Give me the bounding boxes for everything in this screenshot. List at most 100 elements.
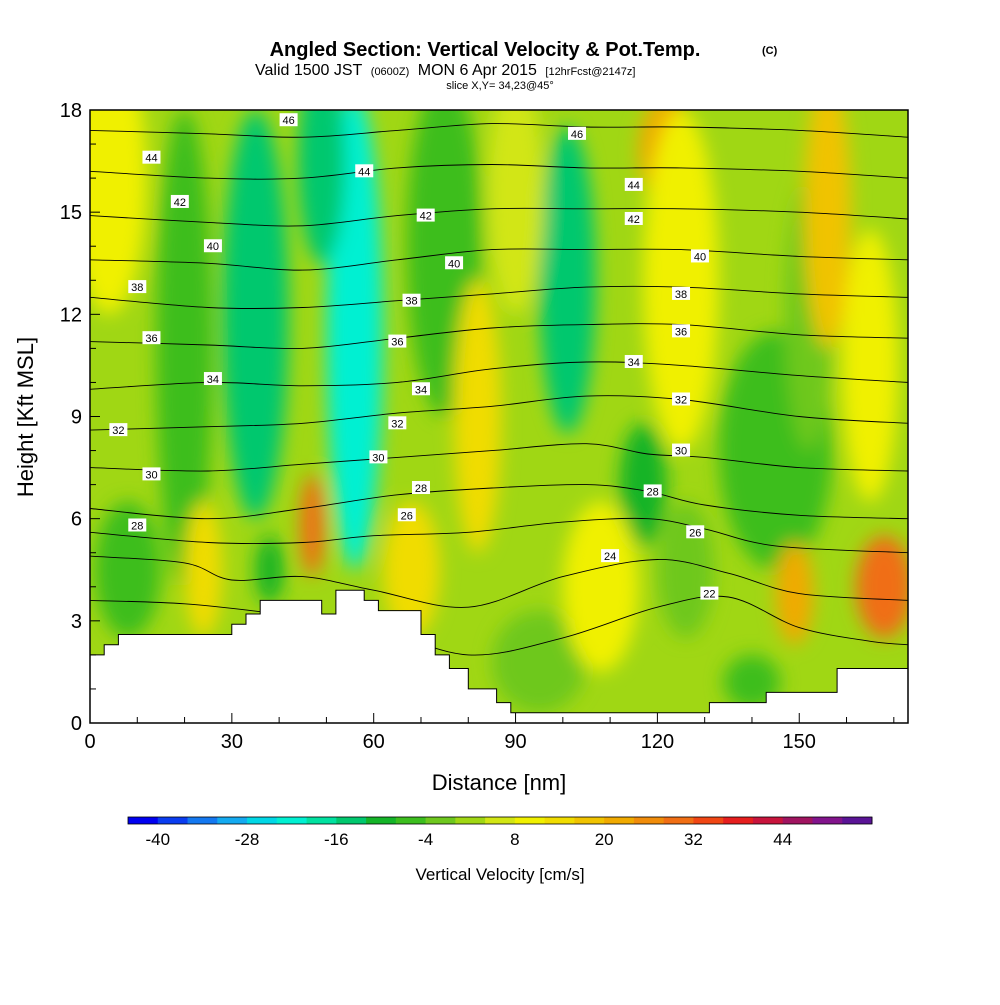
svg-text:32: 32: [675, 394, 687, 406]
velocity-cell-4: [539, 127, 596, 434]
colorbar-segment: [455, 817, 486, 824]
theta-contour-38: [90, 285, 908, 310]
colorbar-segment: [128, 817, 159, 824]
colorbar-segment: [306, 817, 337, 824]
contour-label-9: 40: [445, 256, 464, 270]
velocity-cell-13: [491, 610, 587, 713]
contour-label-23: 30: [142, 467, 161, 481]
svg-text:30: 30: [675, 446, 687, 458]
svg-text:42: 42: [420, 211, 432, 223]
colorbar-tick-label: 20: [595, 830, 614, 849]
svg-text:44: 44: [358, 166, 370, 178]
colorbar-segment: [604, 817, 635, 824]
y-tick-label: 18: [60, 100, 82, 122]
x-tick-label: 120: [641, 731, 674, 753]
colorbar-segment: [395, 817, 427, 824]
svg-text:28: 28: [415, 483, 427, 495]
velocity-cell-27: [487, 110, 544, 315]
velocity-cell-15: [300, 474, 325, 577]
svg-text:30: 30: [372, 452, 384, 464]
svg-text:30: 30: [145, 469, 157, 481]
contour-label-4: 44: [624, 177, 643, 192]
colorbar-segment: [693, 817, 724, 824]
x-axis-ticks: 0 30 60 90 120 150: [84, 713, 895, 753]
colorbar-segment: [752, 817, 784, 824]
colorbar-segment: [633, 817, 665, 824]
velocity-cell-19: [803, 110, 852, 349]
colorbar-segment: [157, 817, 189, 824]
velocity-cell-20: [184, 501, 223, 638]
colorbar-segment: [247, 817, 278, 824]
contour-label-3: 44: [355, 164, 374, 178]
theta-contour-34: [90, 361, 908, 390]
velocity-cell-17: [775, 542, 814, 645]
velocity-cell-1: [326, 110, 384, 570]
contour-label-12: 38: [402, 293, 421, 308]
velocity-cell-3: [298, 110, 346, 264]
slice-info: slice X,Y= 34,23@45°: [446, 80, 554, 92]
terrain-mask: [90, 589, 908, 723]
y-axis-label: Height [Kft MSL]: [13, 337, 38, 497]
colorbar-tick-label: -4: [418, 830, 433, 849]
colorbar-ticks: -40 -28 -16 -4 8 20 32 44: [145, 830, 792, 849]
contour-label-19: 34: [624, 355, 643, 369]
y-tick-label: 12: [60, 304, 82, 326]
colorbar-segment: [812, 817, 843, 824]
svg-text:38: 38: [131, 282, 143, 294]
svg-text:46: 46: [282, 115, 294, 127]
forecast-info: [12hrFcst@2147z]: [545, 66, 635, 78]
theta-contour-44: [90, 164, 908, 180]
svg-text:40: 40: [448, 258, 460, 270]
svg-text:36: 36: [145, 333, 157, 345]
y-tick-label: 15: [60, 202, 82, 224]
svg-text:44: 44: [145, 153, 157, 165]
contour-label-14: 36: [142, 331, 161, 345]
velocity-cell-21: [383, 501, 440, 638]
x-tick-label: 150: [783, 731, 816, 753]
svg-text:36: 36: [391, 337, 403, 349]
contour-label-6: 42: [416, 208, 435, 223]
velocity-cell-14: [657, 501, 715, 638]
svg-text:38: 38: [675, 289, 687, 301]
theta-contour-32: [90, 395, 908, 431]
colorbar-segment: [217, 817, 248, 824]
svg-text:28: 28: [131, 520, 143, 532]
x-tick-label: 30: [221, 731, 243, 753]
valid-zulu: (0600Z): [371, 66, 410, 78]
velocity-cell-7: [156, 110, 213, 587]
contour-label-15: 36: [388, 334, 407, 349]
contour-label-2: 44: [142, 150, 161, 165]
svg-text:40: 40: [694, 251, 706, 263]
svg-text:36: 36: [675, 326, 687, 338]
colorbar-segment: [782, 817, 813, 824]
contour-label-30: 26: [686, 525, 705, 539]
x-axis-label: Distance [nm]: [432, 770, 567, 795]
theta-contour-42: [90, 207, 908, 227]
colorbar-segment: [187, 817, 218, 824]
svg-text:32: 32: [391, 418, 403, 430]
velocity-cell-8: [94, 501, 161, 638]
colorbar-segment: [366, 817, 397, 824]
theta-contour-30: [90, 443, 908, 472]
contour-label-21: 32: [388, 416, 407, 430]
y-tick-label: 0: [71, 713, 82, 735]
colorbar-tick-label: 8: [510, 830, 519, 849]
theta-contour-28: [90, 484, 908, 520]
potential-temperature-contours: [90, 123, 908, 656]
x-tick-label: 60: [363, 731, 385, 753]
contour-label-7: 42: [624, 211, 643, 226]
velocity-cell-22: [454, 280, 502, 553]
velocity-cell-26: [841, 229, 899, 502]
velocity-cell-2: [222, 110, 289, 519]
contour-label-17: 34: [203, 372, 222, 386]
velocity-cell-5: [619, 423, 667, 546]
svg-text:32: 32: [112, 425, 124, 437]
x-tick-label: 90: [504, 731, 526, 753]
svg-text:38: 38: [405, 296, 417, 308]
contour-label-28: 28: [643, 484, 662, 498]
colorbar-tick-label: -28: [235, 830, 260, 849]
theta-contour-46: [90, 123, 908, 138]
colorbar-title: Vertical Velocity [cm/s]: [415, 865, 584, 884]
svg-text:26: 26: [401, 510, 413, 522]
